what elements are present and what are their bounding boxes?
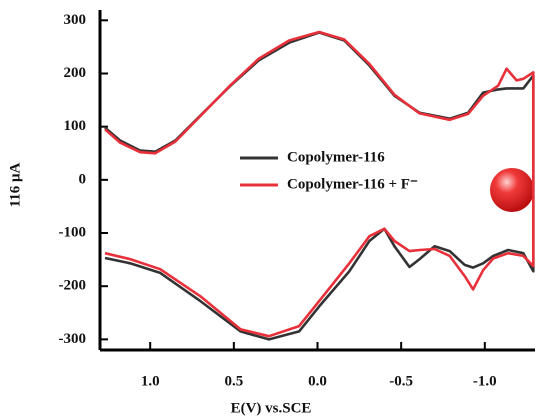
fluoride-ion-icon: [490, 168, 534, 212]
x-tick-label: -1.0: [473, 373, 497, 389]
y-tick-label: 200: [64, 65, 87, 81]
x-tick-label: 1.0: [141, 373, 160, 389]
y-tick-label: 100: [64, 118, 87, 134]
y-tick-label: -300: [59, 331, 87, 347]
y-tick-label: -200: [59, 278, 87, 294]
x-tick-label: -0.5: [389, 373, 413, 389]
series-line: [104, 31, 535, 341]
x-tick-label: 0.5: [224, 373, 243, 389]
y-tick-label: 0: [79, 171, 87, 187]
legend-label: Copolymer-116 + F⁻: [287, 176, 418, 192]
legend-label: Copolymer-116: [287, 149, 385, 165]
y-axis-label: 116 μA: [7, 162, 23, 207]
x-tick-label: 0.0: [308, 373, 327, 389]
series-line: [104, 30, 535, 338]
x-axis-label: E(V) vs.SCE: [231, 400, 312, 416]
y-tick-label: -100: [59, 224, 87, 240]
y-tick-label: 300: [64, 12, 87, 28]
